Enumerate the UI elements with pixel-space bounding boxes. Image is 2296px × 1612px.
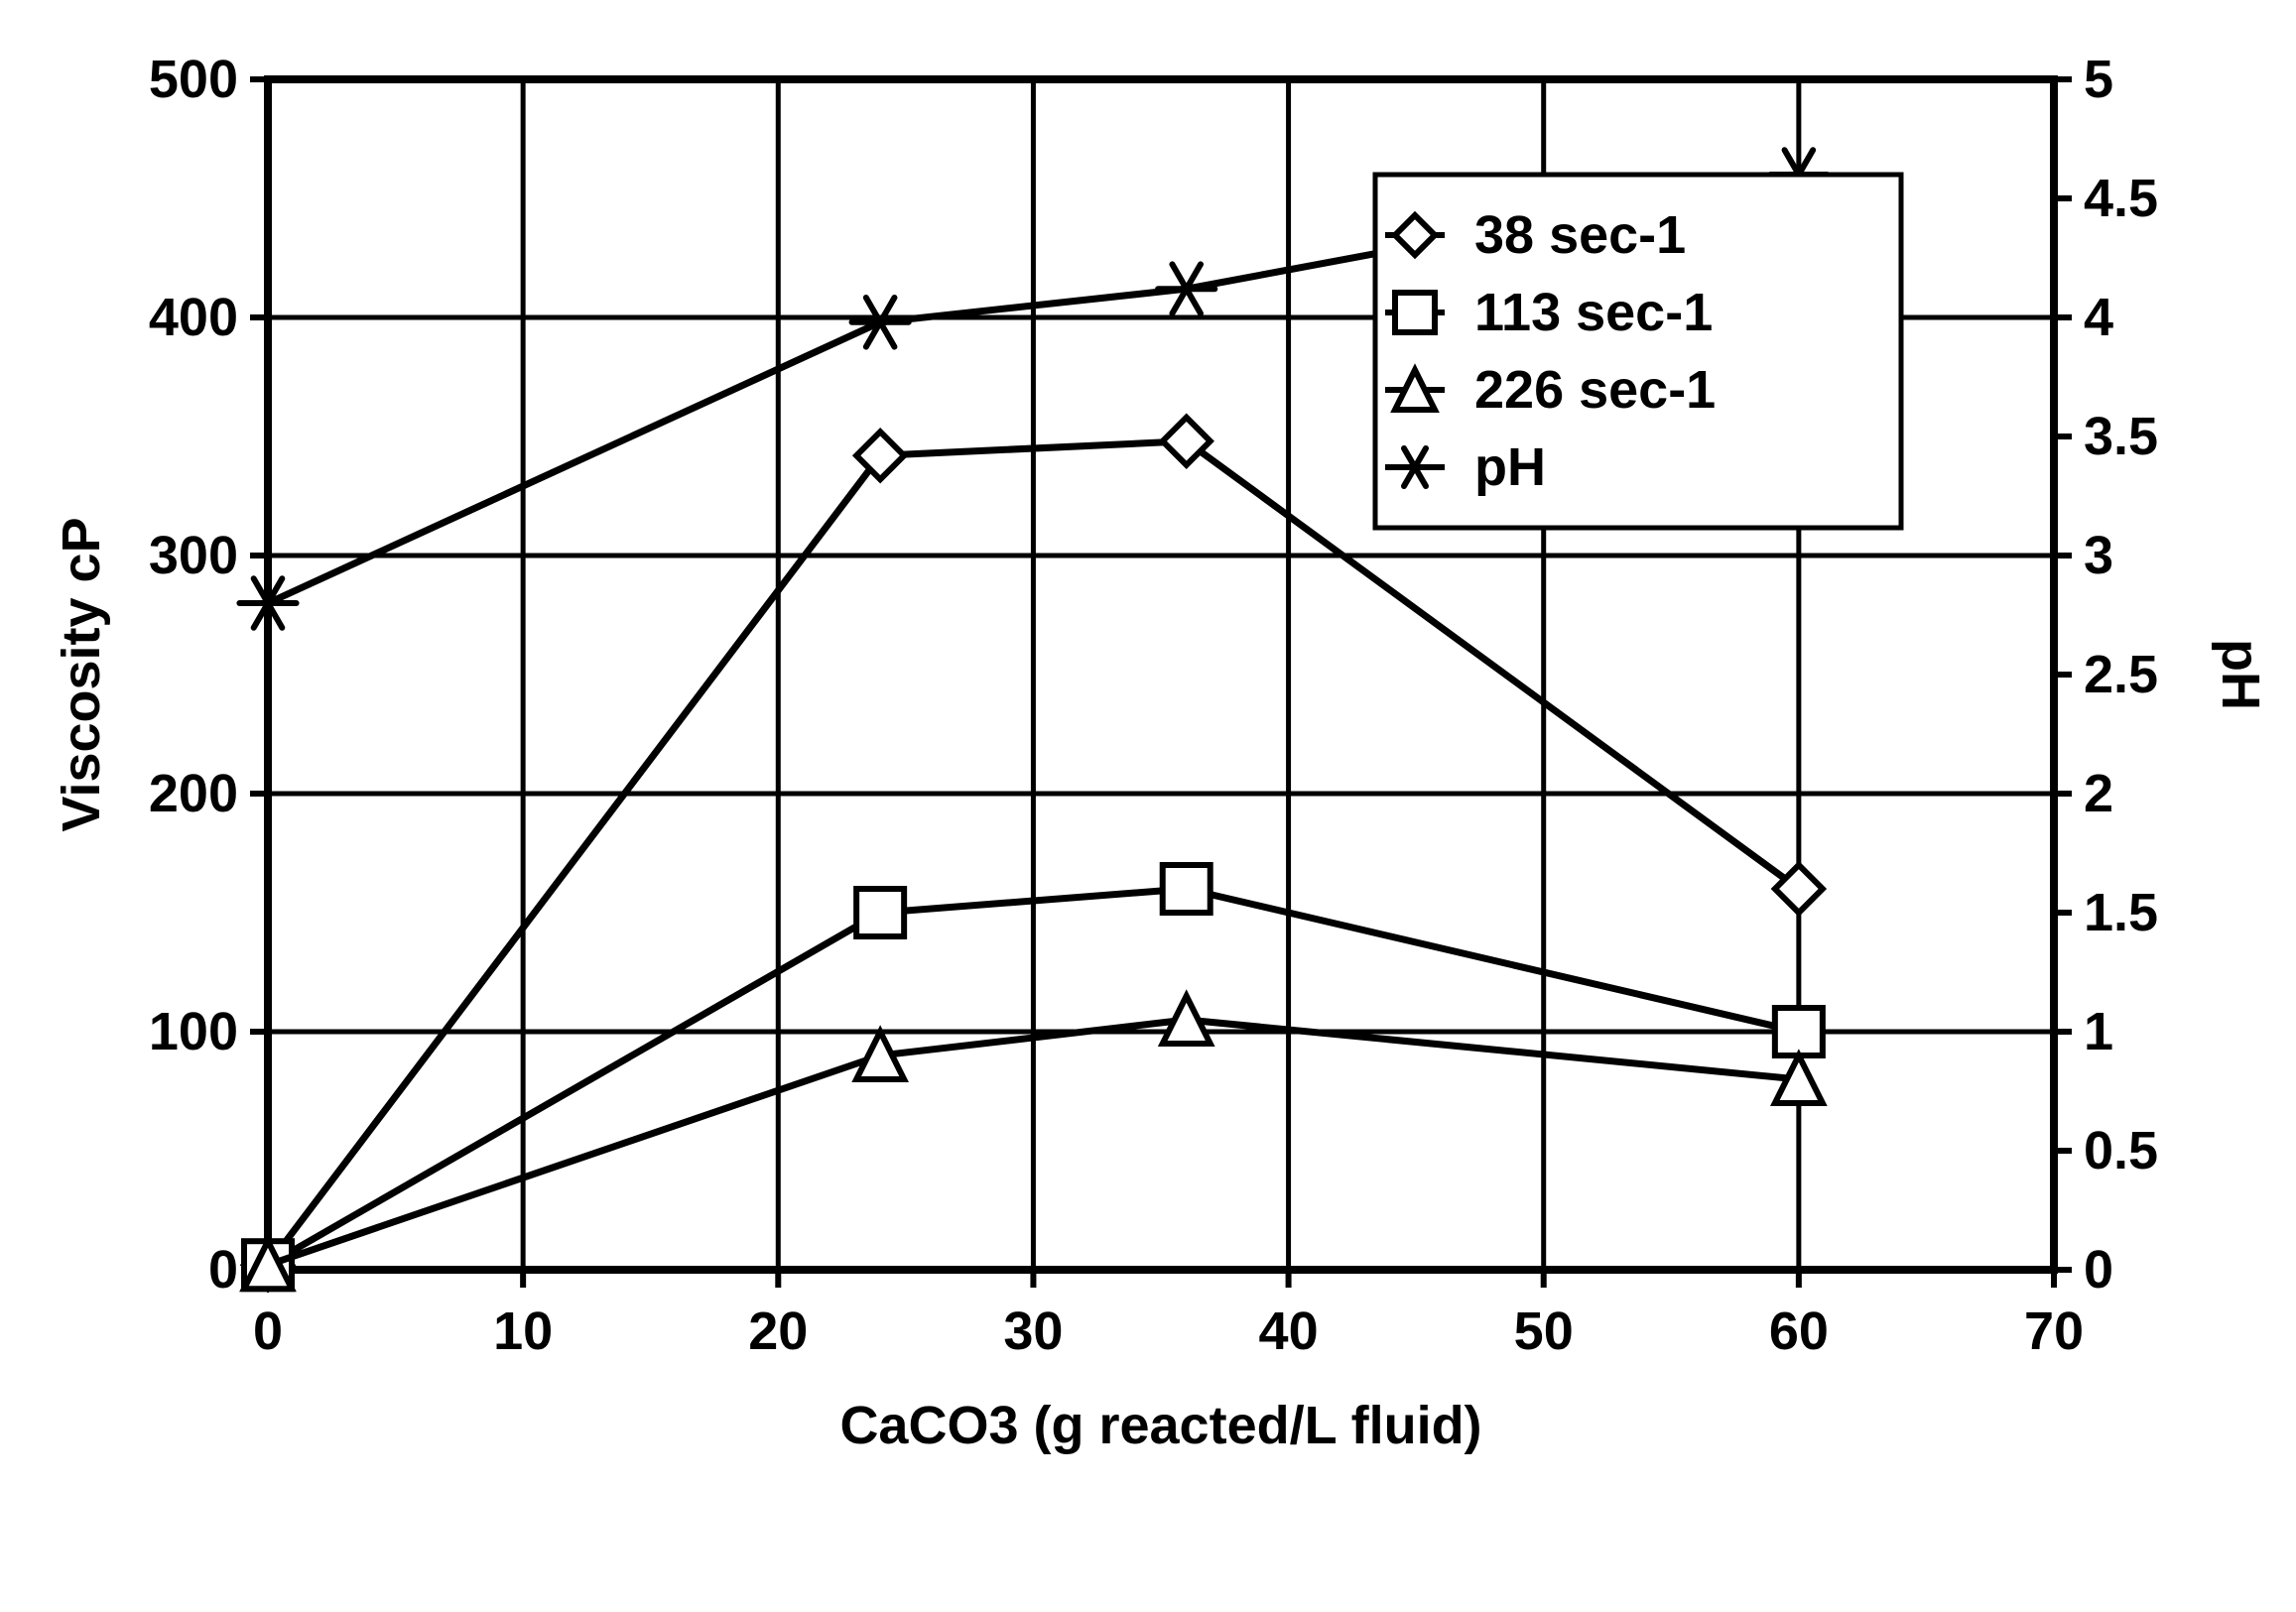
legend-label: 226 sec-1 [1474, 360, 1716, 420]
x-tick-label: 10 [493, 1302, 553, 1361]
legend-label: pH [1474, 437, 1546, 497]
yr-tick-label: 2.5 [2084, 645, 2158, 704]
yr-tick-label: 2 [2084, 764, 2113, 823]
viscosity-ph-chart: 010203040506070010020030040050000.511.52… [20, 20, 2296, 1592]
x-tick-label: 70 [2024, 1302, 2084, 1361]
yr-tick-label: 3 [2084, 526, 2113, 585]
yr-tick-label: 5 [2084, 50, 2113, 109]
square-marker [1163, 865, 1211, 913]
y-right-axis-label: pH [2211, 639, 2270, 710]
x-tick-label: 60 [1769, 1302, 1829, 1361]
y-left-axis-label: Viscosity cP [52, 517, 111, 831]
yl-tick-label: 500 [149, 50, 238, 109]
yr-tick-label: 3.5 [2084, 407, 2158, 466]
legend-label: 113 sec-1 [1474, 283, 1713, 342]
yl-tick-label: 200 [149, 764, 238, 823]
chart-svg: 010203040506070010020030040050000.511.52… [20, 20, 2296, 1592]
yr-tick-label: 0.5 [2084, 1121, 2158, 1180]
x-tick-label: 0 [253, 1302, 283, 1361]
x-tick-label: 40 [1259, 1302, 1319, 1361]
square-marker [1775, 1008, 1823, 1055]
yl-tick-label: 300 [149, 526, 238, 585]
x-tick-label: 30 [1003, 1302, 1063, 1361]
yr-tick-label: 1.5 [2084, 883, 2158, 942]
x-tick-label: 50 [1514, 1302, 1574, 1361]
yr-tick-label: 1 [2084, 1002, 2113, 1061]
yl-tick-label: 400 [149, 288, 238, 347]
square-marker [856, 889, 904, 936]
yl-tick-label: 0 [208, 1240, 238, 1300]
yr-tick-label: 4.5 [2084, 169, 2158, 228]
x-axis-label: CaCO3 (g reacted/L fluid) [839, 1396, 1481, 1455]
legend-label: 38 sec-1 [1474, 205, 1686, 265]
x-tick-label: 20 [748, 1302, 808, 1361]
yr-tick-label: 0 [2084, 1240, 2113, 1300]
yr-tick-label: 4 [2084, 288, 2113, 347]
yl-tick-label: 100 [149, 1002, 238, 1061]
square-marker [1395, 293, 1435, 332]
